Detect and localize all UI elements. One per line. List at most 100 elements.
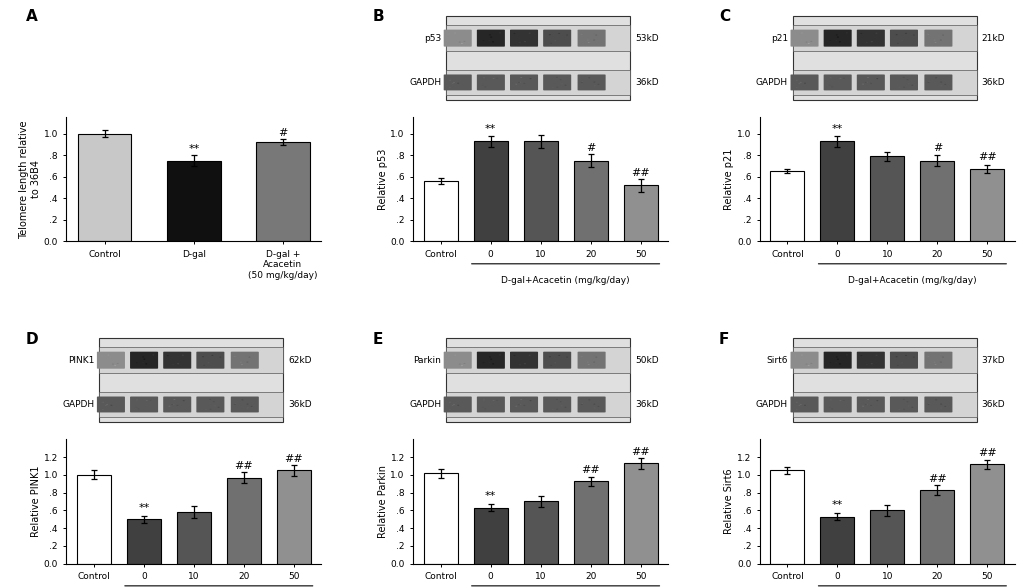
FancyBboxPatch shape: [477, 396, 504, 413]
Ellipse shape: [463, 41, 465, 42]
FancyBboxPatch shape: [477, 29, 504, 46]
Ellipse shape: [944, 84, 946, 85]
Ellipse shape: [829, 400, 832, 401]
Text: GAPDH: GAPDH: [409, 400, 440, 409]
Ellipse shape: [900, 40, 902, 41]
Ellipse shape: [249, 356, 251, 357]
Ellipse shape: [136, 399, 138, 400]
Ellipse shape: [552, 362, 554, 363]
Ellipse shape: [448, 409, 450, 410]
Text: GAPDH: GAPDH: [755, 400, 787, 409]
FancyBboxPatch shape: [856, 29, 883, 46]
Ellipse shape: [870, 363, 872, 365]
Bar: [446, 70, 630, 95]
Bar: [792, 16, 975, 100]
Text: PINK1: PINK1: [68, 356, 95, 365]
Ellipse shape: [138, 409, 140, 410]
FancyBboxPatch shape: [443, 75, 471, 90]
Ellipse shape: [457, 404, 459, 406]
Ellipse shape: [566, 356, 568, 357]
Ellipse shape: [555, 409, 557, 410]
Ellipse shape: [912, 356, 914, 357]
Ellipse shape: [809, 363, 811, 364]
Ellipse shape: [111, 401, 113, 402]
Ellipse shape: [926, 34, 928, 35]
Bar: [623, 185, 657, 241]
Ellipse shape: [209, 409, 211, 410]
Ellipse shape: [845, 355, 847, 356]
FancyBboxPatch shape: [889, 29, 917, 46]
Ellipse shape: [907, 83, 909, 85]
Ellipse shape: [828, 40, 830, 41]
Ellipse shape: [799, 404, 801, 405]
Ellipse shape: [587, 364, 589, 365]
Text: ##: ##: [631, 447, 649, 457]
Ellipse shape: [906, 79, 908, 80]
Ellipse shape: [592, 39, 594, 41]
Ellipse shape: [448, 402, 450, 403]
Ellipse shape: [247, 407, 249, 409]
Ellipse shape: [593, 355, 595, 356]
Ellipse shape: [526, 362, 528, 363]
Ellipse shape: [481, 85, 483, 86]
FancyBboxPatch shape: [577, 75, 605, 90]
FancyBboxPatch shape: [130, 352, 158, 369]
Ellipse shape: [234, 403, 236, 404]
Ellipse shape: [593, 82, 595, 83]
Ellipse shape: [798, 405, 800, 406]
Text: C: C: [718, 9, 730, 25]
Ellipse shape: [146, 400, 148, 401]
FancyBboxPatch shape: [443, 396, 471, 413]
Text: 36kD: 36kD: [634, 78, 658, 87]
Ellipse shape: [592, 362, 594, 363]
Ellipse shape: [173, 399, 175, 400]
Ellipse shape: [827, 407, 829, 408]
Ellipse shape: [804, 401, 806, 402]
Ellipse shape: [181, 355, 183, 356]
FancyBboxPatch shape: [230, 396, 259, 413]
Ellipse shape: [800, 32, 802, 33]
Ellipse shape: [491, 41, 493, 42]
Ellipse shape: [211, 355, 213, 356]
Ellipse shape: [482, 77, 484, 79]
Ellipse shape: [895, 356, 897, 357]
FancyBboxPatch shape: [542, 396, 571, 413]
Ellipse shape: [902, 409, 904, 410]
Ellipse shape: [555, 399, 557, 400]
Ellipse shape: [233, 404, 235, 405]
Ellipse shape: [940, 33, 942, 34]
FancyBboxPatch shape: [510, 352, 538, 369]
Ellipse shape: [861, 406, 863, 407]
Bar: [423, 473, 458, 564]
Ellipse shape: [588, 399, 590, 400]
Ellipse shape: [910, 85, 912, 86]
Bar: [792, 347, 975, 373]
FancyBboxPatch shape: [790, 75, 817, 90]
Ellipse shape: [233, 356, 235, 357]
Ellipse shape: [906, 401, 908, 402]
Bar: [226, 478, 261, 564]
Ellipse shape: [795, 87, 797, 88]
Ellipse shape: [899, 40, 901, 41]
Ellipse shape: [179, 362, 181, 363]
Bar: [969, 464, 1004, 564]
Ellipse shape: [807, 43, 809, 44]
Ellipse shape: [868, 364, 870, 365]
Text: B: B: [372, 9, 383, 25]
Ellipse shape: [149, 400, 151, 401]
Text: ##: ##: [631, 168, 649, 178]
Ellipse shape: [557, 33, 559, 34]
Text: 36kD: 36kD: [980, 78, 1005, 87]
Ellipse shape: [795, 409, 797, 410]
Ellipse shape: [518, 82, 520, 83]
Ellipse shape: [805, 363, 807, 365]
Ellipse shape: [804, 79, 806, 80]
Ellipse shape: [520, 77, 522, 78]
Ellipse shape: [114, 365, 116, 366]
Text: Parkin: Parkin: [413, 356, 440, 365]
Ellipse shape: [551, 87, 553, 88]
Ellipse shape: [865, 404, 867, 405]
Ellipse shape: [581, 403, 583, 404]
Ellipse shape: [866, 77, 868, 78]
Ellipse shape: [513, 355, 515, 356]
